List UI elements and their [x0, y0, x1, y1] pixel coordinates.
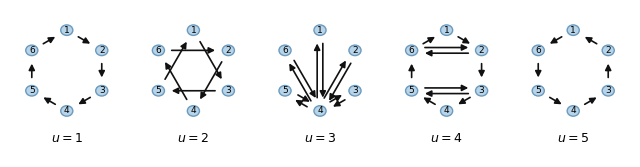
Text: 3: 3	[479, 86, 484, 95]
Ellipse shape	[567, 106, 579, 116]
Text: 4: 4	[570, 106, 576, 115]
Text: 3: 3	[352, 86, 358, 95]
Ellipse shape	[602, 45, 614, 56]
Ellipse shape	[96, 45, 108, 56]
Text: 3: 3	[99, 86, 104, 95]
Ellipse shape	[349, 45, 361, 56]
Text: $u = 2$: $u = 2$	[177, 132, 209, 145]
Ellipse shape	[188, 25, 200, 35]
Ellipse shape	[188, 106, 200, 116]
Text: 2: 2	[479, 46, 484, 55]
Text: 5: 5	[282, 86, 288, 95]
Text: 5: 5	[536, 86, 541, 95]
Ellipse shape	[152, 45, 164, 56]
Text: 2: 2	[352, 46, 358, 55]
Text: 6: 6	[536, 46, 541, 55]
Ellipse shape	[406, 86, 418, 96]
Text: 1: 1	[570, 26, 576, 35]
Text: 5: 5	[156, 86, 161, 95]
Text: $u = 5$: $u = 5$	[557, 132, 589, 145]
Text: 2: 2	[225, 46, 231, 55]
Ellipse shape	[602, 86, 614, 96]
Text: $u = 3$: $u = 3$	[304, 132, 336, 145]
Ellipse shape	[222, 45, 234, 56]
Text: 4: 4	[191, 106, 196, 115]
Text: $u = 4$: $u = 4$	[430, 132, 463, 145]
Ellipse shape	[406, 45, 418, 56]
Ellipse shape	[152, 86, 164, 96]
Text: 3: 3	[605, 86, 611, 95]
Text: 1: 1	[317, 26, 323, 35]
Ellipse shape	[314, 106, 326, 116]
Ellipse shape	[61, 25, 73, 35]
Text: 1: 1	[444, 26, 449, 35]
Ellipse shape	[314, 25, 326, 35]
Text: 4: 4	[64, 106, 70, 115]
Ellipse shape	[61, 106, 73, 116]
Ellipse shape	[476, 86, 488, 96]
Text: 1: 1	[64, 26, 70, 35]
Text: 2: 2	[605, 46, 611, 55]
Text: $u = 1$: $u = 1$	[51, 132, 83, 145]
Text: 3: 3	[225, 86, 231, 95]
Ellipse shape	[476, 45, 488, 56]
Text: 4: 4	[317, 106, 323, 115]
Ellipse shape	[349, 86, 361, 96]
Ellipse shape	[532, 45, 544, 56]
Text: 5: 5	[409, 86, 415, 95]
Ellipse shape	[532, 86, 544, 96]
Text: 1: 1	[191, 26, 196, 35]
Text: 4: 4	[444, 106, 449, 115]
Text: 6: 6	[282, 46, 288, 55]
Ellipse shape	[96, 86, 108, 96]
Text: 6: 6	[409, 46, 415, 55]
Ellipse shape	[440, 25, 452, 35]
Ellipse shape	[440, 106, 452, 116]
Ellipse shape	[26, 86, 38, 96]
Text: 2: 2	[99, 46, 104, 55]
Ellipse shape	[26, 45, 38, 56]
Text: 6: 6	[156, 46, 161, 55]
Text: 6: 6	[29, 46, 35, 55]
Ellipse shape	[279, 45, 291, 56]
Ellipse shape	[279, 86, 291, 96]
Ellipse shape	[222, 86, 234, 96]
Ellipse shape	[567, 25, 579, 35]
Text: 5: 5	[29, 86, 35, 95]
